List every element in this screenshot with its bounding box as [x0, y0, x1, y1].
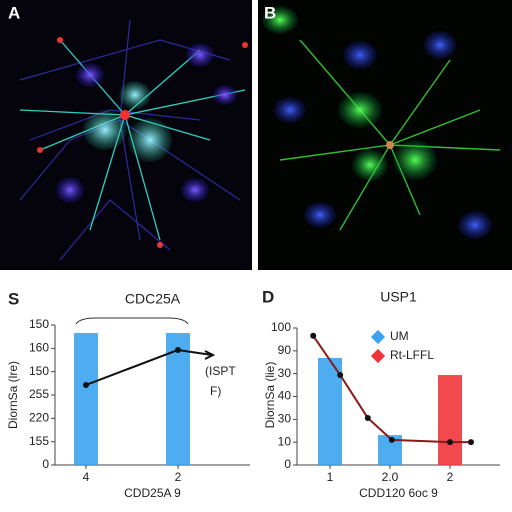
y-tick-label: 220 [29, 411, 49, 425]
panel-label: S [8, 289, 19, 308]
chart-title: USP1 [380, 289, 417, 305]
bar [74, 332, 98, 465]
annotation: F) [210, 384, 221, 398]
y-tick-label: 90 [278, 343, 292, 357]
x-tick-label: 2.0 [382, 470, 399, 484]
y-tick-label: 0 [42, 457, 49, 471]
y-tick-label: 0 [284, 457, 291, 471]
x-tick-label: 4 [83, 470, 90, 484]
line-point [337, 372, 344, 379]
y-tick-label: 30 [278, 412, 292, 426]
arrow [177, 348, 216, 360]
y-tick-label: 40 [278, 389, 292, 403]
panel-label: D [262, 287, 274, 306]
micrograph-b: B [258, 0, 512, 270]
bar [166, 332, 190, 465]
legend-swatch [370, 348, 386, 364]
bracket [75, 317, 189, 325]
y-tick-label: 30 [278, 366, 292, 380]
panel-label: A [8, 3, 20, 22]
y-tick-label: 150 [29, 364, 49, 378]
line [312, 335, 471, 444]
y-tick-label: 160 [29, 341, 49, 355]
panel-label: B [264, 3, 276, 22]
line-point [468, 439, 474, 446]
x-axis-label: CDD120 6oc 9 [359, 486, 438, 500]
y-axis-label: DiornSa (lre) [6, 361, 20, 429]
y-tick-label: 100 [271, 320, 291, 334]
x-tick-label: 2 [175, 470, 182, 484]
line-point [447, 439, 453, 446]
micrograph-a: A [0, 0, 252, 270]
legend-label: UM [390, 329, 409, 343]
y-tick-label: 150 [29, 317, 49, 331]
bar [438, 375, 462, 465]
x-tick-label: 1 [327, 470, 334, 484]
line-point [388, 436, 395, 443]
y-tick-label: 10 [278, 434, 292, 448]
x-axis-label: CDD25A 9 [124, 486, 181, 500]
line [85, 349, 179, 386]
x-tick-label: 2 [447, 470, 454, 484]
line-point [83, 381, 89, 388]
legend-swatch [370, 329, 386, 345]
y-axis-label: DiornSa (lie) [263, 362, 277, 429]
annotation: (ISPT [205, 364, 236, 378]
legend-label: Rt-LFFL [390, 348, 434, 362]
line-point [364, 414, 371, 421]
y-tick-label: 155 [29, 434, 49, 448]
line-point [310, 332, 317, 339]
chart-title: CDC25A [125, 291, 181, 307]
y-tick-label: 255 [29, 387, 49, 401]
